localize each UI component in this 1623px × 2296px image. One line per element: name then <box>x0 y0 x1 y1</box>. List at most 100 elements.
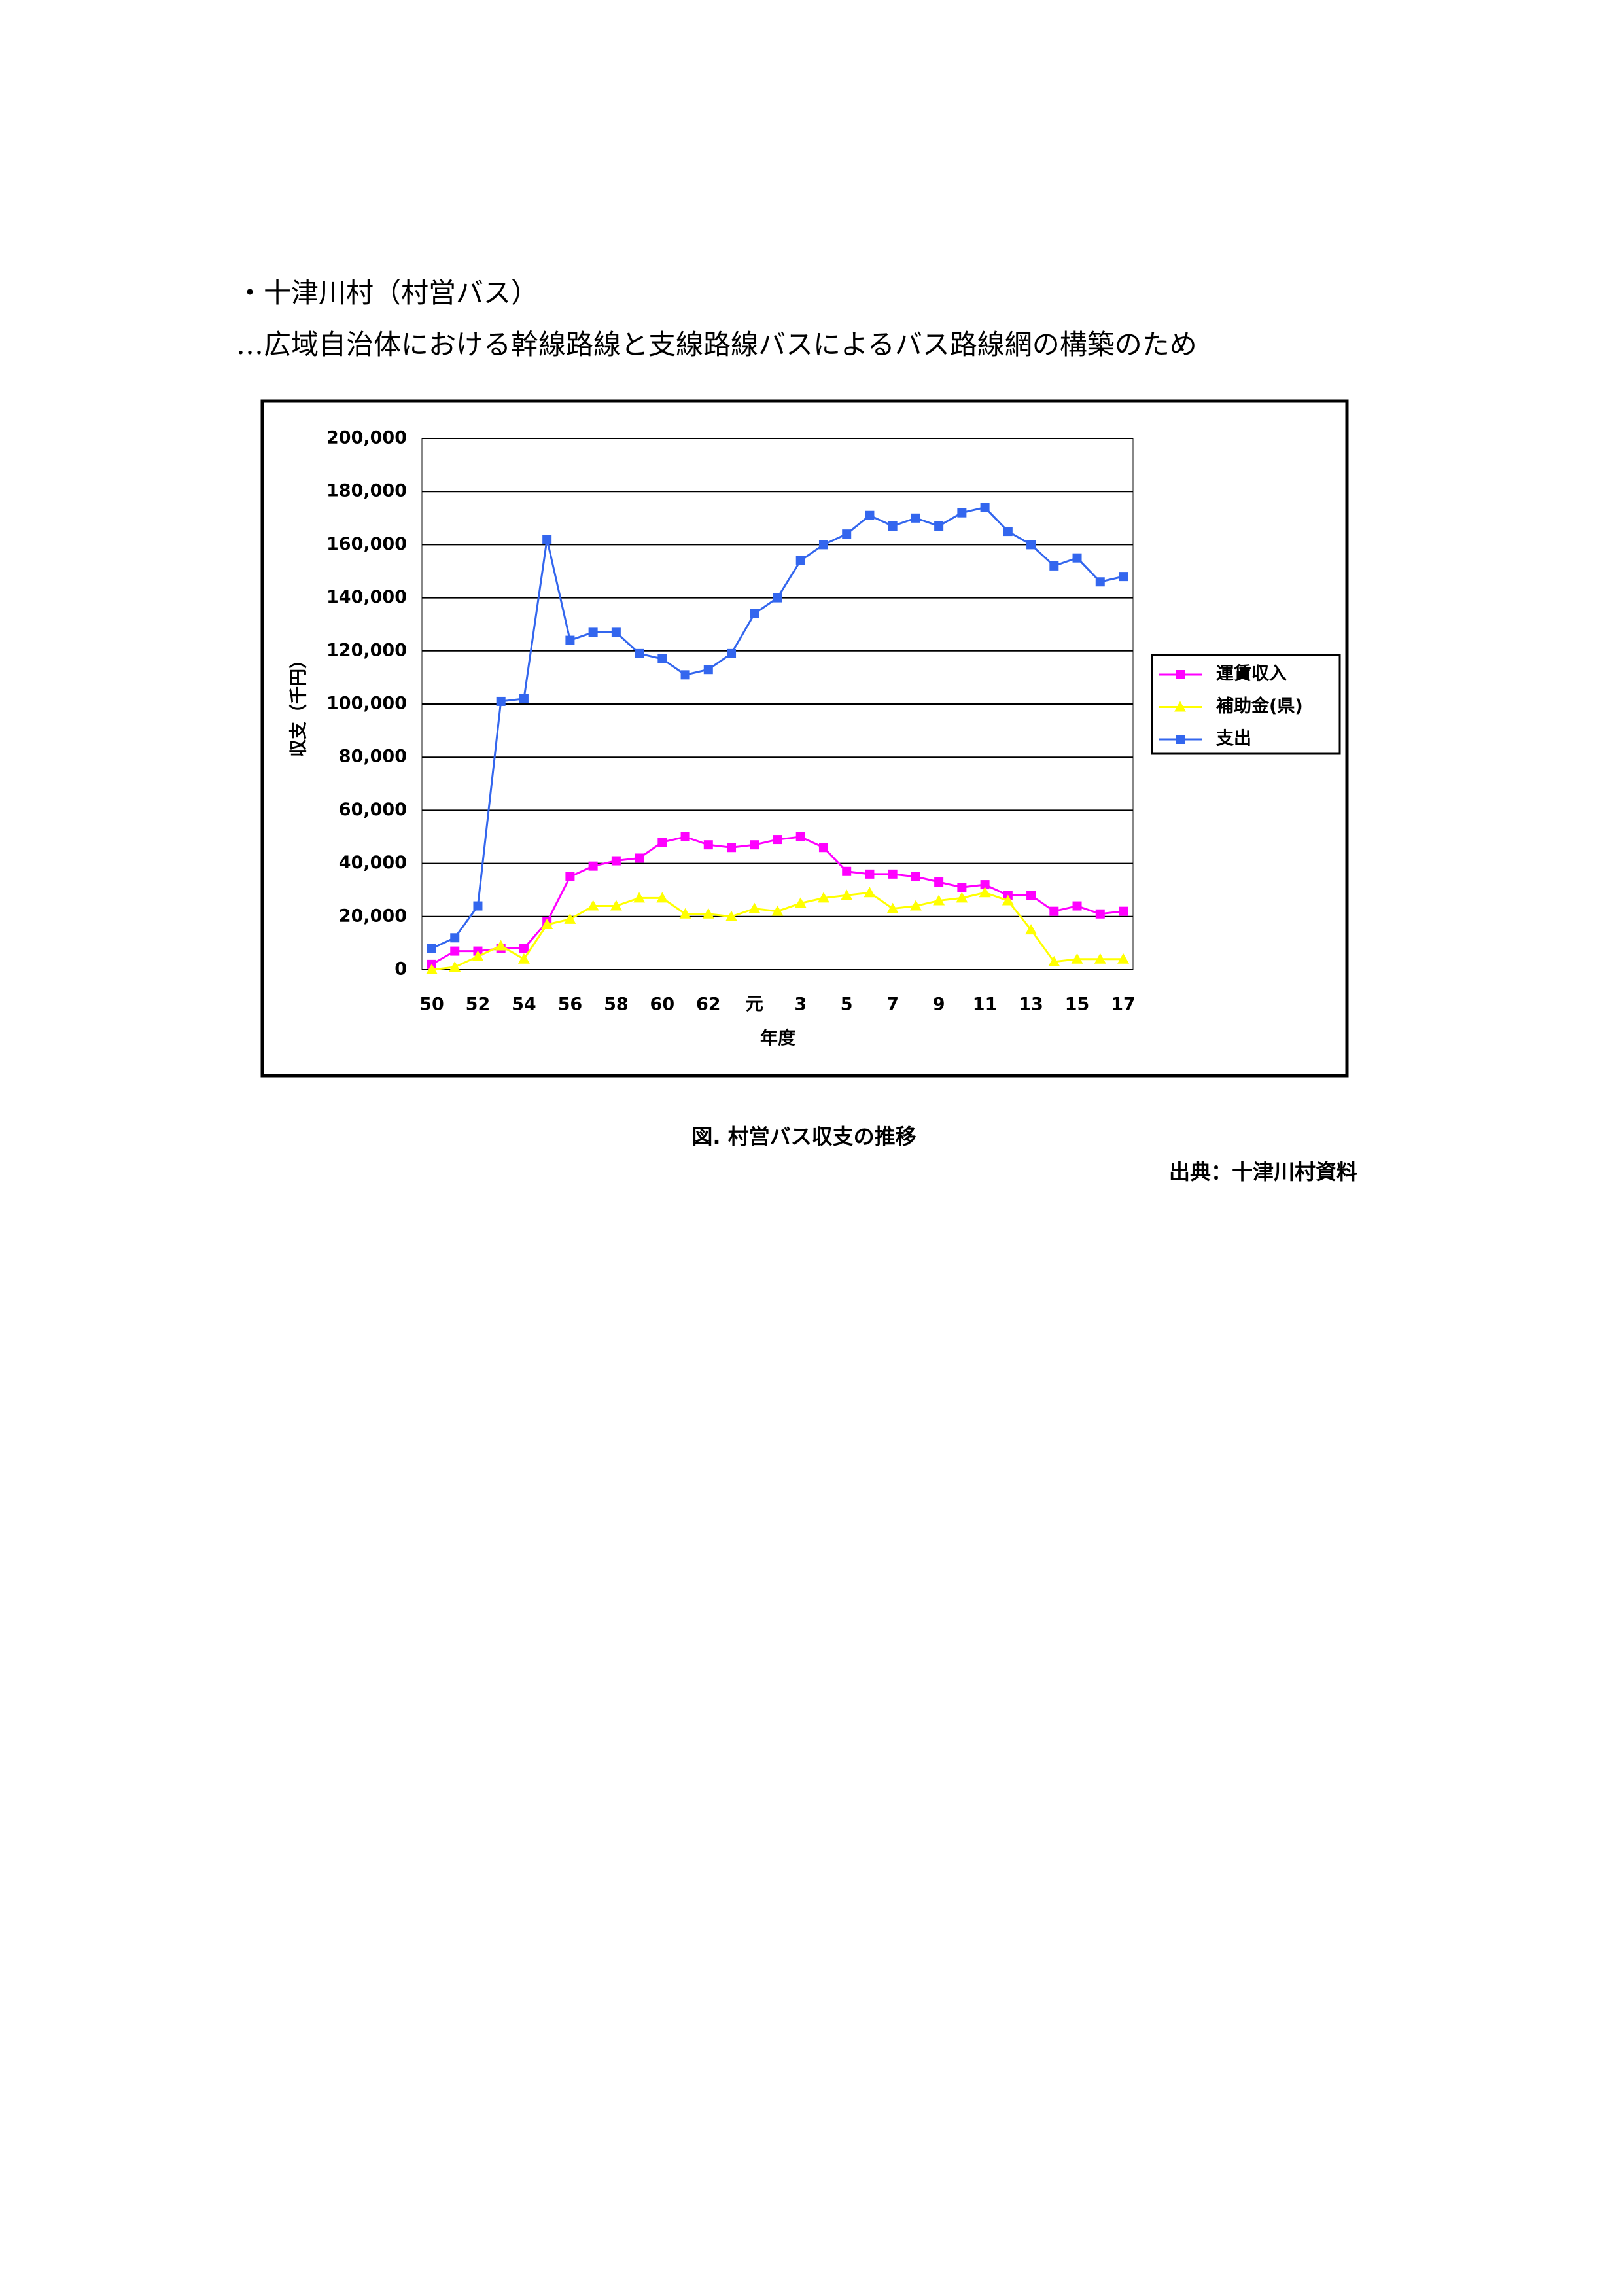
point <box>1048 955 1060 966</box>
x-axis-title: 年度 <box>760 1028 795 1049</box>
x-tick-label: 15 <box>1065 995 1090 1015</box>
point <box>588 627 598 637</box>
point <box>818 540 828 550</box>
point <box>842 866 852 876</box>
point <box>841 889 853 900</box>
point <box>657 654 667 663</box>
point <box>426 964 438 974</box>
point <box>725 910 738 921</box>
point <box>450 946 460 956</box>
point <box>817 892 829 903</box>
point <box>795 832 805 841</box>
point <box>934 521 944 531</box>
y-tick-label: 40,000 <box>339 853 407 873</box>
point <box>979 887 991 898</box>
x-tick-label: 13 <box>1019 995 1043 1015</box>
point <box>610 900 622 911</box>
point <box>703 665 713 675</box>
y-tick-label: 180,000 <box>326 481 407 501</box>
y-tick-label: 80,000 <box>339 747 407 767</box>
point <box>1117 953 1129 964</box>
point <box>1119 906 1128 916</box>
point <box>703 840 713 850</box>
point <box>449 961 461 972</box>
point <box>587 900 599 911</box>
point <box>450 933 460 943</box>
point <box>679 908 691 919</box>
point <box>1095 577 1105 587</box>
point <box>1002 894 1014 906</box>
point <box>818 843 828 853</box>
x-tick-label: 58 <box>604 995 629 1015</box>
legend-label: 支出 <box>1216 729 1251 749</box>
point <box>517 953 530 964</box>
point <box>865 510 875 520</box>
point <box>1095 909 1105 919</box>
y-tick-label: 100,000 <box>326 694 407 714</box>
point <box>495 940 507 951</box>
point <box>888 869 898 879</box>
point <box>496 696 506 706</box>
point <box>888 521 898 531</box>
y-tick-label: 20,000 <box>339 906 407 926</box>
y-tick-label: 60,000 <box>339 800 407 820</box>
point <box>1094 953 1106 964</box>
x-tick-label: 17 <box>1111 995 1136 1015</box>
point <box>1026 540 1036 550</box>
point <box>564 913 576 924</box>
point <box>771 905 784 916</box>
point <box>1119 572 1128 582</box>
point <box>473 901 483 911</box>
point <box>1049 906 1059 916</box>
point <box>519 694 529 703</box>
y-tick-label: 160,000 <box>326 534 407 554</box>
x-tick-label: 62 <box>696 995 721 1015</box>
point <box>542 535 552 544</box>
point <box>635 853 644 863</box>
x-tick-label: 11 <box>973 995 998 1015</box>
point <box>956 892 968 903</box>
y-tick-label: 0 <box>394 959 407 980</box>
point <box>795 556 805 565</box>
x-tick-label: 56 <box>558 995 583 1015</box>
x-tick-label: 60 <box>650 995 675 1015</box>
point <box>1072 553 1082 563</box>
y-tick-label: 120,000 <box>326 640 407 660</box>
point <box>680 832 690 841</box>
point <box>1025 924 1038 935</box>
point <box>909 900 922 911</box>
point <box>633 892 646 903</box>
point <box>773 593 782 603</box>
point <box>865 869 875 879</box>
point <box>794 897 807 908</box>
x-tick-label: 52 <box>466 995 491 1015</box>
text-line: …広域自治体における幹線路線と支線路線バスによるバス路線網の構築のため <box>236 328 1197 361</box>
point <box>611 856 621 866</box>
y-tick-label: 200,000 <box>326 428 407 448</box>
point <box>957 883 967 892</box>
point <box>635 648 644 658</box>
point <box>680 670 690 680</box>
point <box>427 944 436 953</box>
point <box>911 872 920 881</box>
point <box>864 887 876 898</box>
legend-label: 運賃収入 <box>1216 664 1287 684</box>
point <box>957 508 967 518</box>
point <box>541 918 553 929</box>
point <box>934 877 944 887</box>
point <box>750 840 759 850</box>
point <box>1003 527 1013 537</box>
text-line: ・十津川村（村営バス） <box>236 277 538 309</box>
point <box>727 843 737 853</box>
point <box>1049 561 1059 571</box>
x-tick-label: 50 <box>419 995 444 1015</box>
x-tick-label: 54 <box>512 995 536 1015</box>
legend-marker <box>1176 670 1185 679</box>
point <box>702 908 714 919</box>
point <box>565 635 575 645</box>
point <box>773 835 782 845</box>
x-tick-label: 5 <box>841 995 853 1015</box>
caption: 図. 村営バス収支の推移 <box>691 1124 916 1149</box>
point <box>842 529 852 539</box>
